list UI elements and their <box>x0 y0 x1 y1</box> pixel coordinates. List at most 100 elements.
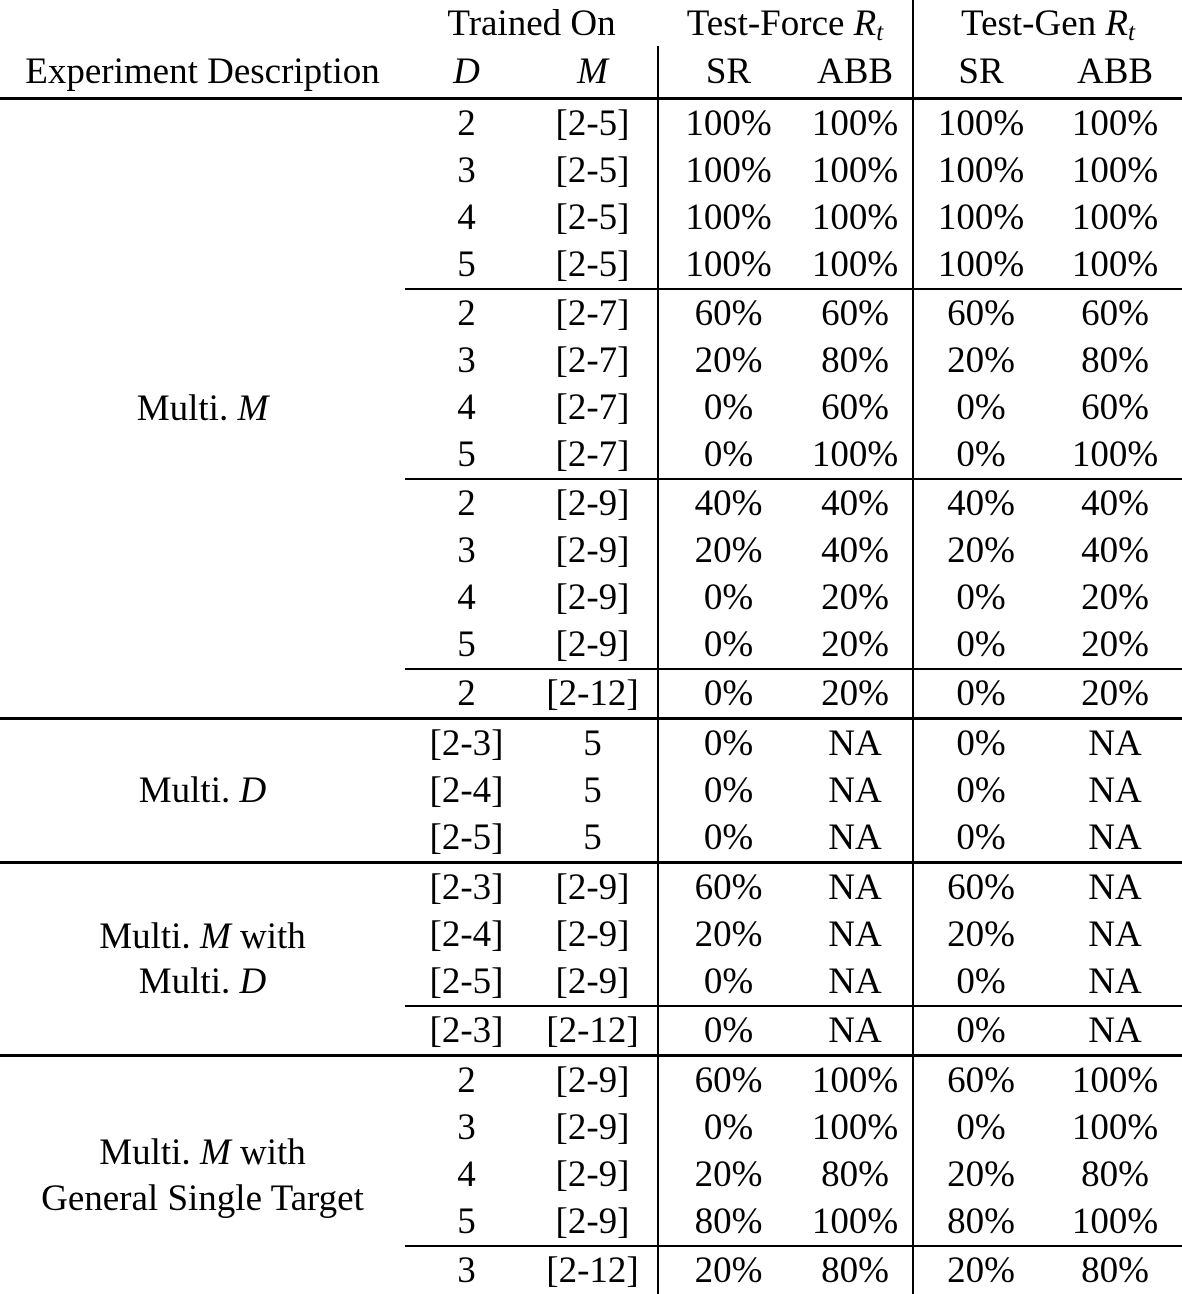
cell-sr-gen: 20% <box>913 911 1048 958</box>
cell-d: [2-5] <box>405 958 528 1006</box>
cell-abb-gen: 80% <box>1048 1151 1182 1198</box>
cell-sr-gen: 40% <box>913 479 1048 527</box>
cell-abb-gen: 20% <box>1048 621 1182 669</box>
cell-sr-force: 100% <box>658 194 798 241</box>
cell-abb-gen: NA <box>1048 1006 1182 1056</box>
cell-abb-force: 20% <box>798 621 913 669</box>
cell-abb-force: 100% <box>798 194 913 241</box>
cell-m: [2-9] <box>528 863 658 912</box>
cell-abb-gen: NA <box>1048 719 1182 768</box>
cell-sr-gen: 0% <box>913 814 1048 863</box>
cell-sr-gen: 0% <box>913 431 1048 479</box>
cell-sr-gen: 100% <box>913 147 1048 194</box>
experiment-description-line: Multi. D <box>0 768 405 813</box>
cell-d: 4 <box>405 574 528 621</box>
r-subscript: t <box>876 19 883 46</box>
cell-m: [2-9] <box>528 1104 658 1151</box>
cell-abb-gen: 60% <box>1048 289 1182 337</box>
cell-sr-gen: 0% <box>913 621 1048 669</box>
cell-abb-force: 100% <box>798 241 913 289</box>
cell-sr-force: 0% <box>658 719 798 768</box>
r-subscript: t <box>1128 19 1135 46</box>
cell-sr-gen: 60% <box>913 289 1048 337</box>
cell-abb-gen: 80% <box>1048 1246 1182 1294</box>
cell-m: [2-9] <box>528 574 658 621</box>
cell-abb-gen: 100% <box>1048 241 1182 289</box>
cell-sr-force: 0% <box>658 431 798 479</box>
cell-abb-gen: NA <box>1048 911 1182 958</box>
cell-d: 4 <box>405 1151 528 1198</box>
cell-abb-force: 80% <box>798 337 913 384</box>
cell-m: [2-9] <box>528 479 658 527</box>
cell-abb-force: NA <box>798 767 913 814</box>
cell-abb-force: 40% <box>798 479 913 527</box>
header-trained-on: Trained On <box>405 0 658 46</box>
cell-d: 2 <box>405 479 528 527</box>
header-test-gen: Test-Gen Rt <box>913 0 1182 46</box>
cell-abb-gen: 40% <box>1048 479 1182 527</box>
cell-sr-force: 20% <box>658 527 798 574</box>
cell-d: 2 <box>405 99 528 148</box>
cell-d: [2-4] <box>405 911 528 958</box>
header-abb-force: ABB <box>798 46 913 99</box>
cell-abb-force: 100% <box>798 147 913 194</box>
cell-sr-force: 80% <box>658 1198 798 1246</box>
cell-abb-force: 40% <box>798 527 913 574</box>
cell-sr-gen: 60% <box>913 863 1048 912</box>
experiment-description-line: Multi. M <box>0 386 405 431</box>
cell-sr-force: 0% <box>658 814 798 863</box>
cell-m: 5 <box>528 719 658 768</box>
cell-sr-force: 20% <box>658 1151 798 1198</box>
cell-d: 3 <box>405 147 528 194</box>
cell-abb-force: 20% <box>798 669 913 719</box>
table-header: Trained On Test-Force Rt Test-Gen Rt Exp… <box>0 0 1182 99</box>
cell-d: 3 <box>405 337 528 384</box>
cell-abb-force: 100% <box>798 1104 913 1151</box>
experiment-description-line: Multi. M with <box>0 914 405 959</box>
cell-d: [2-3] <box>405 719 528 768</box>
cell-sr-force: 0% <box>658 669 798 719</box>
cell-m: [2-5] <box>528 147 658 194</box>
cell-abb-gen: 40% <box>1048 527 1182 574</box>
cell-sr-gen: 0% <box>913 1006 1048 1056</box>
cell-sr-gen: 0% <box>913 1104 1048 1151</box>
header-group-row: Trained On Test-Force Rt Test-Gen Rt <box>0 0 1182 46</box>
header-column-row: Experiment Description D M SR ABB SR ABB <box>0 46 1182 99</box>
cell-sr-force: 0% <box>658 767 798 814</box>
cell-abb-gen: NA <box>1048 863 1182 912</box>
cell-abb-force: NA <box>798 814 913 863</box>
cell-sr-gen: 20% <box>913 527 1048 574</box>
cell-sr-force: 40% <box>658 479 798 527</box>
cell-sr-force: 20% <box>658 911 798 958</box>
cell-abb-force: NA <box>798 863 913 912</box>
cell-sr-gen: 0% <box>913 384 1048 431</box>
cell-m: [2-7] <box>528 431 658 479</box>
cell-d: 3 <box>405 1246 528 1294</box>
cell-sr-force: 60% <box>658 289 798 337</box>
cell-m: [2-9] <box>528 1151 658 1198</box>
cell-m: [2-9] <box>528 1056 658 1105</box>
cell-m: [2-9] <box>528 958 658 1006</box>
header-m: M <box>528 46 658 99</box>
header-abb-gen: ABB <box>1048 46 1182 99</box>
cell-abb-force: 100% <box>798 1198 913 1246</box>
cell-m: [2-9] <box>528 621 658 669</box>
cell-sr-gen: 0% <box>913 767 1048 814</box>
cell-sr-gen: 0% <box>913 719 1048 768</box>
cell-d: [2-3] <box>405 1006 528 1056</box>
cell-abb-gen: NA <box>1048 958 1182 1006</box>
experiment-description-label: Multi. M <box>0 99 405 719</box>
cell-d: 3 <box>405 527 528 574</box>
cell-abb-gen: NA <box>1048 814 1182 863</box>
cell-abb-gen: 60% <box>1048 384 1182 431</box>
d-symbol: D <box>453 51 480 92</box>
cell-abb-force: 100% <box>798 1056 913 1105</box>
test-gen-label: Test-Gen <box>961 3 1096 44</box>
cell-sr-gen: 0% <box>913 669 1048 719</box>
cell-abb-force: NA <box>798 911 913 958</box>
